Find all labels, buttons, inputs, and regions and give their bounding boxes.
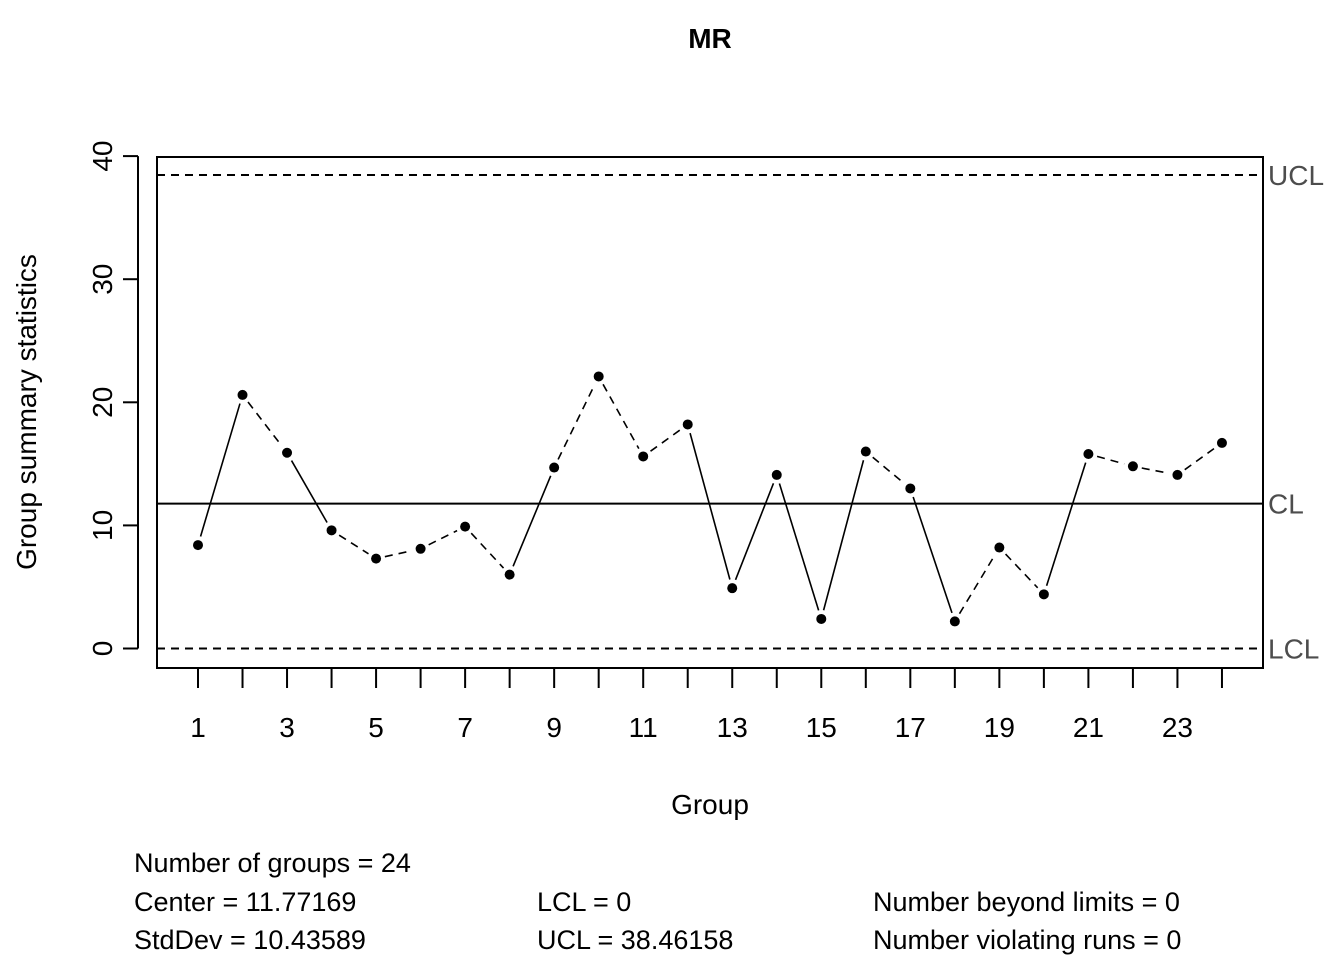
data-point [593, 371, 604, 382]
x-tick-label: 15 [806, 712, 837, 743]
x-tick-label: 9 [546, 712, 562, 743]
series-segment [1004, 553, 1039, 589]
data-point [994, 542, 1005, 553]
y-tick-label: 40 [87, 141, 118, 172]
x-axis-label: Group [671, 789, 749, 820]
stat-number-of-groups: Number of groups = 24 [134, 848, 411, 878]
y-axis-label: Group summary statistics [11, 254, 42, 570]
x-tick-label: 17 [895, 712, 926, 743]
x-tick-label: 7 [457, 712, 473, 743]
y-tick-label: 20 [87, 387, 118, 418]
data-point [237, 389, 248, 400]
series-segment [338, 534, 369, 555]
series-segment [602, 383, 640, 449]
data-point [371, 553, 382, 564]
data-point [460, 521, 471, 532]
series-segment [734, 483, 775, 581]
series-segment [689, 432, 731, 580]
chart-title: MR [688, 23, 732, 54]
data-point [282, 447, 293, 458]
stat-violating-runs: Number violating runs = 0 [873, 925, 1182, 955]
x-tick-label: 19 [984, 712, 1015, 743]
series-segment [199, 403, 241, 537]
data-point [949, 616, 960, 627]
data-point [771, 469, 782, 480]
series-segment [958, 554, 996, 615]
series-segment [1184, 447, 1216, 471]
cl-label: CL [1268, 489, 1304, 520]
data-point [1083, 449, 1094, 460]
data-point [905, 483, 916, 494]
series-segment [872, 456, 904, 484]
series-segment [428, 529, 458, 546]
series-segment [650, 429, 681, 452]
series-segment [384, 549, 412, 558]
data-series [193, 371, 1227, 627]
data-point [193, 540, 203, 551]
y-axis: 0 10 20 30 40 [87, 141, 139, 657]
stat-beyond-limits: Number beyond limits = 0 [873, 887, 1180, 917]
data-point [1038, 589, 1049, 600]
x-tick-label: 1 [190, 712, 206, 743]
x-axis: 1 3 5 7 9 11 13 15 17 19 21 23 [190, 667, 1223, 743]
series-segment [512, 475, 552, 567]
data-point [415, 543, 426, 554]
data-point [682, 419, 693, 430]
y-tick-label: 30 [87, 264, 118, 295]
x-tick-label: 23 [1162, 712, 1193, 743]
data-point [816, 613, 827, 624]
data-point [326, 525, 337, 536]
data-point [504, 569, 515, 580]
stat-center: Center = 11.77169 [134, 887, 357, 917]
data-point [549, 462, 560, 473]
ucl-label: UCL [1268, 160, 1324, 191]
data-point [1216, 437, 1227, 448]
series-segment [557, 384, 596, 460]
data-point [860, 446, 871, 457]
data-point [1172, 469, 1183, 480]
x-tick-label: 3 [279, 712, 295, 743]
series-segment [912, 496, 953, 614]
data-point [1127, 461, 1138, 472]
data-point [727, 583, 738, 594]
plot-frame [156, 156, 1264, 669]
series-segment [1141, 467, 1169, 475]
stat-stddev: StdDev = 10.43589 [134, 925, 366, 955]
lcl-label: LCL [1268, 634, 1319, 665]
series-segment [290, 460, 328, 523]
data-point [638, 451, 649, 462]
series-segment [247, 401, 283, 447]
x-tick-label: 13 [717, 712, 748, 743]
stat-ucl: UCL = 38.46158 [537, 925, 734, 955]
x-tick-label: 11 [629, 712, 658, 743]
stat-lcl: LCL = 0 [537, 887, 632, 917]
series-segment [470, 532, 505, 569]
x-tick-label: 5 [368, 712, 384, 743]
series-segment [1096, 455, 1125, 465]
y-tick-label: 10 [87, 510, 118, 541]
series-segment [822, 460, 865, 611]
y-tick-label: 0 [87, 641, 118, 657]
series-segment [778, 483, 820, 611]
x-tick-label: 21 [1073, 712, 1104, 743]
series-segment [1045, 462, 1087, 586]
